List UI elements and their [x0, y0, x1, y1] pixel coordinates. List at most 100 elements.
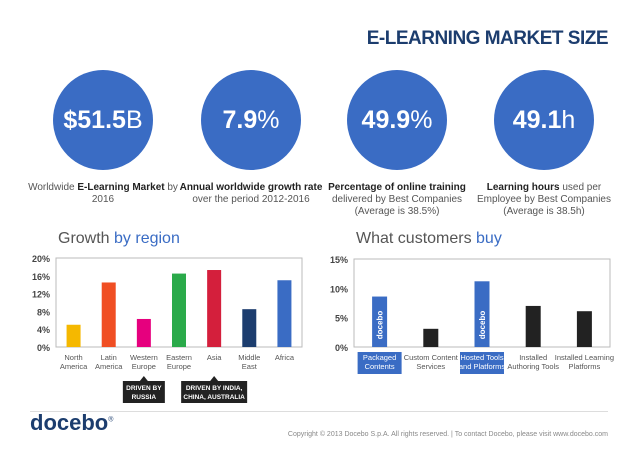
stat-unit: % [257, 105, 280, 134]
x-tick-label: Packaged [363, 353, 396, 362]
annotation-text: DRIVEN BY INDIA, [186, 385, 243, 392]
x-tick-label: Europe [167, 362, 191, 371]
y-tick-label: 15% [330, 255, 348, 265]
stat-unit: h [561, 105, 576, 134]
annotation-text: RUSSIA [132, 394, 157, 401]
category-highlight [460, 352, 504, 374]
growth-by-region-chart: 0%4%8%12%16%20%NorthAmericaLatinAmericaW… [32, 254, 303, 403]
bar [172, 273, 186, 347]
x-tick-label: Asia [207, 353, 222, 362]
x-tick-label: Eastern [166, 353, 192, 362]
stat-learning-hours: 49.1 h Learning hours used per Employee b… [469, 70, 619, 218]
bar-brand-label: docebo [478, 311, 487, 340]
stat-circle: 49.9% [347, 70, 447, 170]
bar [474, 281, 490, 347]
caption-text: used per Employee by Best Companies [477, 182, 611, 205]
caption-text: over the period 2012-2016 [192, 194, 310, 205]
annotation-box [122, 381, 165, 403]
caption-text: by 2016 [91, 182, 178, 205]
page-title: E-LEARNING MARKET SIZE [366, 28, 609, 49]
stat-caption: Worldwide E-Learning Market by 2016 [28, 182, 178, 206]
growth-chart-title: Growth by region [58, 230, 180, 248]
x-tick-label: Contents [365, 362, 395, 371]
annotation-text: CHINA, AUSTRALIA [183, 394, 245, 401]
section-title-accent: buy [476, 230, 502, 247]
caption-bold: Annual worldwide growth rate [179, 182, 323, 193]
logo-text: docebo [30, 410, 109, 435]
y-tick-label: 12% [32, 290, 50, 300]
caption-bold: Learning hours [486, 182, 560, 193]
bar [66, 324, 81, 347]
category-highlight [357, 352, 402, 374]
customers-chart-title: What customers buy [356, 230, 502, 248]
stat-value: 49.1 [512, 105, 562, 134]
footer-copyright: Copyright © 2013 Docebo S.p.A. All right… [287, 431, 608, 438]
x-tick-label: Hosted Tools [460, 353, 503, 362]
bar [372, 296, 388, 347]
docebo-logo[interactable]: docebo® [30, 410, 113, 436]
stat-circle: $51.5 B [53, 70, 153, 170]
y-tick-label: 0% [335, 343, 348, 353]
annotation-pointer [210, 376, 219, 381]
stat-online-training: 49.9% Percentage of online training deli… [322, 70, 472, 218]
x-tick-label: East [242, 362, 258, 371]
x-tick-label: Platforms [569, 362, 601, 371]
caption-average: (Average is 38.5h) [503, 206, 585, 217]
annotation-pointer [139, 376, 148, 381]
stat-growth-rate: 7.9% Annual worldwide growth rate over t… [176, 70, 326, 206]
x-tick-label: Services [416, 362, 445, 371]
x-tick-label: North [64, 353, 82, 362]
x-tick-label: Europe [132, 362, 156, 371]
stat-value: 49.9 [361, 105, 411, 134]
x-tick-label: Latin [101, 353, 117, 362]
bar [525, 305, 541, 347]
stat-circle: 49.1 h [494, 70, 594, 170]
x-tick-label: America [60, 362, 88, 371]
y-tick-label: 4% [37, 325, 50, 335]
y-tick-label: 10% [330, 284, 348, 294]
bar [423, 328, 439, 347]
x-tick-label: Africa [275, 353, 295, 362]
annotation-box [181, 381, 248, 403]
x-tick-label: and Platforms [459, 362, 506, 371]
section-title-text: Growth [58, 230, 115, 247]
bar [136, 318, 151, 347]
x-tick-label: America [95, 362, 123, 371]
x-tick-label: Custom Content [404, 353, 459, 362]
y-tick-label: 20% [32, 254, 50, 264]
y-tick-label: 0% [37, 343, 50, 353]
caption-bold: E-Learning Market [77, 182, 165, 193]
caption-text: delivered by Best Companies [331, 194, 463, 205]
stat-caption: Learning hours used per Employee by Best… [469, 182, 619, 218]
section-title-text: What customers [356, 230, 477, 247]
y-tick-label: 8% [37, 307, 50, 317]
caption-average: (Average is 38.5%) [354, 206, 440, 217]
caption-bold: Percentage of online training [328, 182, 466, 193]
bar [277, 280, 292, 347]
stat-unit: B [125, 105, 143, 134]
stat-value: $51.5 [63, 105, 126, 134]
stat-value: 7.9 [222, 105, 258, 134]
bar [207, 270, 222, 347]
annotation-text: DRIVEN BY [126, 385, 162, 392]
bar-brand-label: docebo [376, 311, 385, 340]
stat-market: $51.5 B Worldwide E-Learning Market by 20… [28, 70, 178, 206]
stat-caption: Annual worldwide growth rate over the pe… [176, 182, 326, 206]
x-tick-label: Authoring Tools [507, 362, 559, 371]
bar [101, 282, 116, 347]
stat-unit: % [410, 105, 433, 134]
x-tick-label: Western [130, 353, 158, 362]
section-title-accent: by region [114, 230, 180, 247]
y-tick-label: 16% [32, 272, 50, 282]
stat-circle: 7.9% [201, 70, 301, 170]
x-tick-label: Installed [519, 353, 547, 362]
logo-registered-mark: ® [108, 416, 114, 424]
footer-divider [30, 411, 608, 412]
caption-text: Worldwide [28, 182, 78, 193]
x-tick-label: Installed Learning [555, 353, 614, 362]
stat-caption: Percentage of online training delivered … [322, 182, 472, 218]
x-tick-label: Middle [238, 353, 260, 362]
y-tick-label: 5% [335, 314, 348, 324]
bar [242, 309, 257, 347]
